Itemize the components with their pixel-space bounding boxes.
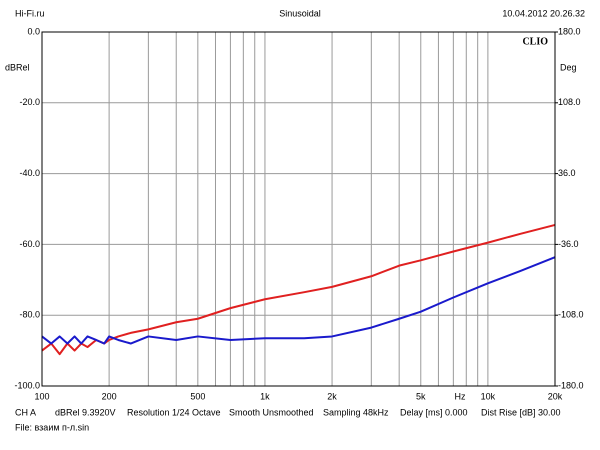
y2-tick-label: 180.0	[558, 26, 581, 36]
footer-item: Dist Rise [dB] 30.00	[481, 407, 561, 417]
plot-frame	[41, 31, 556, 387]
y2-tick-label: -180.0	[558, 380, 584, 390]
y-tick-label: -80.0	[19, 310, 40, 320]
header-center: Sinusoidal	[279, 8, 321, 18]
y2-axis-label: Deg	[560, 62, 577, 72]
footer-item: Sampling 48kHz	[323, 407, 389, 417]
y2-tick-label: -36.0	[558, 239, 579, 249]
x-unit: Hz	[455, 391, 466, 401]
y-tick-label: -40.0	[19, 168, 40, 178]
y-axis-label: dBRel	[5, 62, 30, 72]
x-tick-label: 200	[102, 391, 117, 401]
footer-item: dBRel 9.3920V	[55, 407, 116, 417]
footer-item: Resolution 1/24 Octave	[127, 407, 221, 417]
footer-item: CH A	[15, 407, 36, 417]
y2-tick-label: 36.0	[558, 168, 576, 178]
x-tick-label: 20k	[548, 391, 563, 401]
data	[41, 223, 556, 356]
y2-tick-label: 108.0	[558, 97, 581, 107]
y-tick-label: 0.0	[27, 26, 40, 36]
x-tick-label: 100	[34, 391, 49, 401]
y2-tick-label: -108.0	[558, 310, 584, 320]
x-tick-label: 1k	[260, 391, 270, 401]
y-tick-label: -60.0	[19, 239, 40, 249]
y-tick-label: -20.0	[19, 97, 40, 107]
x-tick-label: 10k	[481, 391, 496, 401]
file-name: File: взаим п-л.sin	[15, 422, 89, 432]
x-tick-label: 500	[190, 391, 205, 401]
x-tick-label: 5k	[416, 391, 426, 401]
header-left: Hi-Fi.ru	[15, 8, 45, 18]
x-tick-label: 2k	[327, 391, 337, 401]
header-right: 10.04.2012 20.26.32	[502, 8, 585, 18]
y-tick-label: -100.0	[14, 380, 40, 390]
brand: CLIO	[522, 36, 548, 47]
footer-item: Smooth Unsmoothed	[229, 407, 314, 417]
series-line	[41, 256, 556, 345]
series-line	[41, 223, 556, 356]
footer-item: Delay [ms] 0.000	[400, 407, 468, 417]
